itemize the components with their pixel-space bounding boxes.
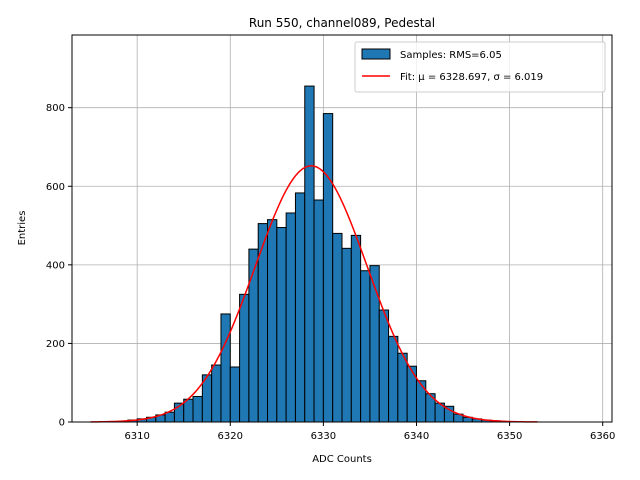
x-tick-label: 6330: [311, 431, 336, 442]
histogram-bars: [127, 85, 511, 423]
x-tick-label: 6350: [497, 431, 522, 442]
histogram-bar: [397, 352, 408, 423]
x-tick-label: 6320: [218, 431, 243, 442]
x-axis-title: ADC Counts: [312, 454, 372, 465]
x-tick-label: 6360: [590, 431, 615, 442]
legend-fit-label: Fit: μ = 6328.697, σ = 6.019: [400, 72, 543, 83]
histogram-bar: [360, 270, 371, 423]
histogram-bar: [294, 192, 306, 423]
histogram-bar: [229, 366, 241, 423]
legend: Samples: RMS=6.05 Fit: μ = 6328.697, σ =…: [354, 41, 606, 93]
histogram-bar: [304, 85, 315, 423]
histogram-bar: [183, 398, 194, 423]
histogram-bar: [322, 113, 334, 423]
y-tick-label: 200: [46, 339, 65, 350]
x-ticks: 6310 6320 6330 6340 6350 6360: [124, 422, 615, 442]
y-tick-label: 600: [46, 182, 65, 193]
y-ticks: 0 200 400 600 800: [46, 103, 72, 429]
legend-samples-label: Samples: RMS=6.05: [400, 50, 502, 61]
histogram-bar: [267, 219, 278, 423]
legend-box: [354, 41, 606, 93]
y-tick-label: 800: [46, 103, 65, 114]
histogram-bar: [350, 234, 362, 423]
y-axis-title: Entries: [17, 211, 28, 246]
x-tick-label: 6340: [404, 431, 429, 442]
histogram-bar: [248, 248, 259, 423]
plot-frame: [71, 34, 613, 423]
fit-curve-group: [90, 165, 538, 423]
histogram-bar: [406, 365, 417, 423]
y-tick-label: 0: [59, 418, 65, 429]
fit-curve: [90, 165, 538, 423]
histogram-bar: [276, 227, 287, 423]
histogram-bar: [239, 293, 250, 423]
histogram-bar: [388, 335, 399, 423]
histogram-bar: [211, 364, 222, 423]
legend-samples-swatch: [361, 48, 391, 60]
histogram-bar: [285, 212, 296, 423]
chart-title: Run 550, channel089, Pedestal: [249, 16, 435, 30]
histogram-bar: [378, 309, 390, 423]
histogram-bar: [415, 380, 427, 423]
histogram-bar: [220, 313, 231, 423]
histogram-bar: [341, 247, 352, 423]
histogram-bar: [443, 405, 455, 423]
histogram-bar: [369, 265, 380, 423]
histogram-bar: [313, 199, 324, 423]
histogram-bar: [332, 232, 343, 423]
y-tick-label: 400: [46, 260, 65, 271]
x-tick-label: 6310: [124, 431, 149, 442]
histogram-bar: [192, 395, 203, 423]
